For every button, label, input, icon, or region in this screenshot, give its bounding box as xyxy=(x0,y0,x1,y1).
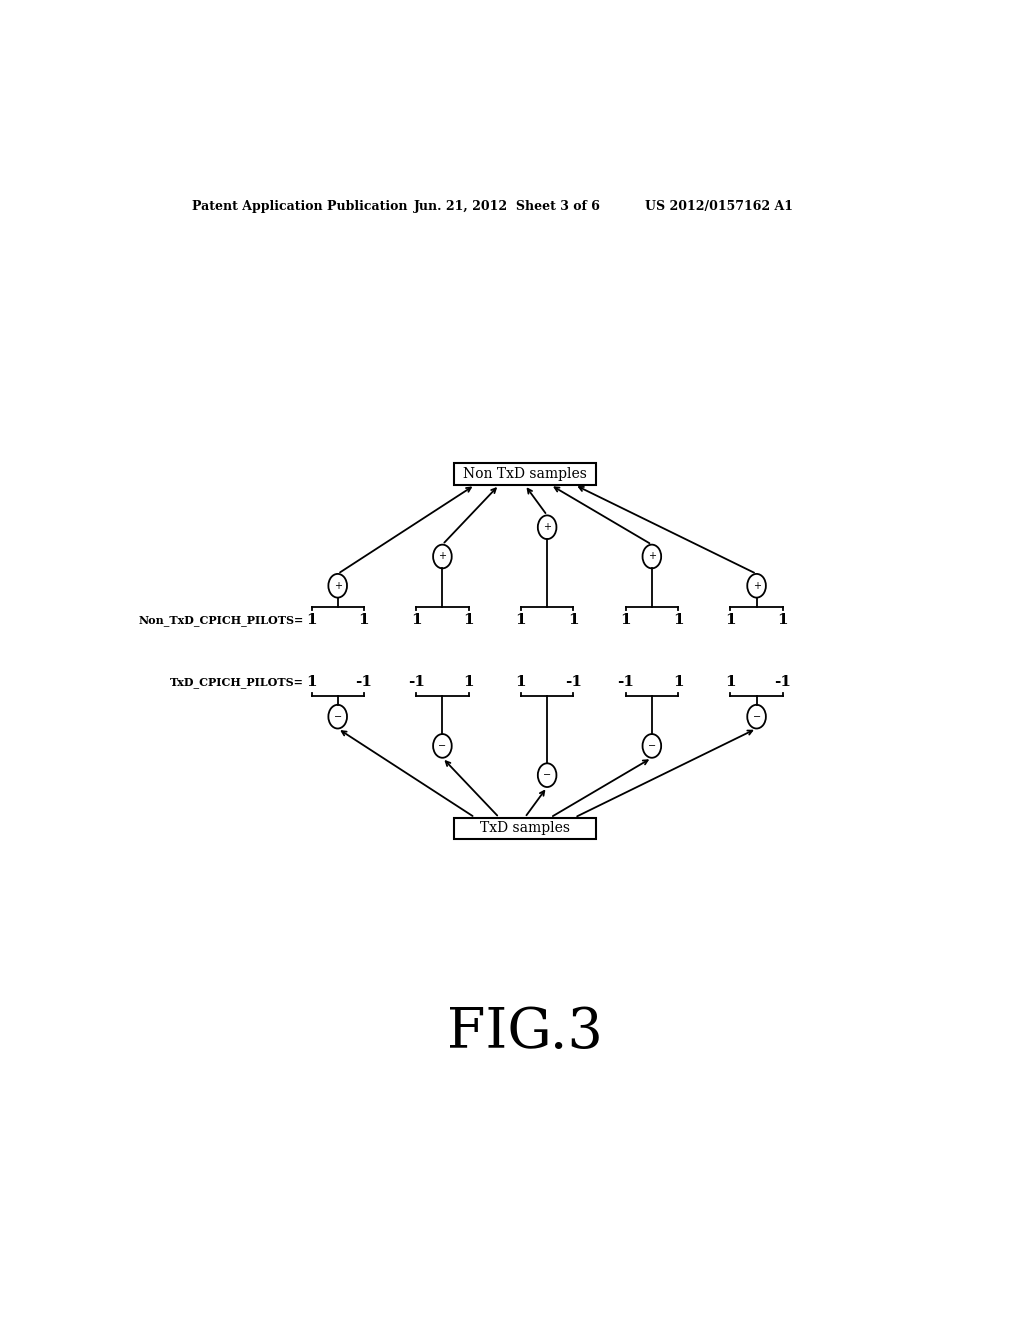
Text: +: + xyxy=(753,581,761,591)
Text: Non TxD samples: Non TxD samples xyxy=(463,467,587,480)
Text: TxD_CPICH_PILOTS=: TxD_CPICH_PILOTS= xyxy=(170,676,304,688)
Text: 1: 1 xyxy=(411,614,422,627)
Text: Patent Application Publication: Patent Application Publication xyxy=(193,199,408,213)
Text: +: + xyxy=(648,552,655,561)
Text: Non_TxD_CPICH_PILOTS=: Non_TxD_CPICH_PILOTS= xyxy=(138,615,304,626)
Text: -1: -1 xyxy=(774,675,792,689)
Text: 1: 1 xyxy=(463,675,474,689)
Text: 1: 1 xyxy=(516,675,526,689)
Text: 1: 1 xyxy=(777,614,788,627)
Text: −: − xyxy=(753,711,761,722)
Text: 1: 1 xyxy=(621,614,631,627)
Text: −: − xyxy=(334,711,342,722)
Text: 1: 1 xyxy=(725,675,735,689)
Text: −: − xyxy=(438,741,446,751)
Text: 1: 1 xyxy=(725,614,735,627)
Text: 1: 1 xyxy=(673,614,683,627)
FancyBboxPatch shape xyxy=(454,817,596,840)
Text: +: + xyxy=(334,581,342,591)
Text: 1: 1 xyxy=(306,675,316,689)
Text: +: + xyxy=(438,552,446,561)
Text: -1: -1 xyxy=(617,675,634,689)
Text: Jun. 21, 2012  Sheet 3 of 6: Jun. 21, 2012 Sheet 3 of 6 xyxy=(414,199,601,213)
Text: 1: 1 xyxy=(516,614,526,627)
Text: 1: 1 xyxy=(358,614,370,627)
Text: TxD samples: TxD samples xyxy=(480,821,569,836)
Text: US 2012/0157162 A1: US 2012/0157162 A1 xyxy=(645,199,793,213)
Text: FIG.3: FIG.3 xyxy=(446,1005,603,1060)
Text: +: + xyxy=(543,523,551,532)
FancyBboxPatch shape xyxy=(454,463,596,484)
Text: 1: 1 xyxy=(568,614,579,627)
Text: -1: -1 xyxy=(355,675,373,689)
Text: −: − xyxy=(543,770,551,780)
Text: -1: -1 xyxy=(408,675,425,689)
Text: 1: 1 xyxy=(673,675,683,689)
Text: 1: 1 xyxy=(463,614,474,627)
Text: −: − xyxy=(648,741,656,751)
Text: 1: 1 xyxy=(306,614,316,627)
Text: -1: -1 xyxy=(565,675,582,689)
